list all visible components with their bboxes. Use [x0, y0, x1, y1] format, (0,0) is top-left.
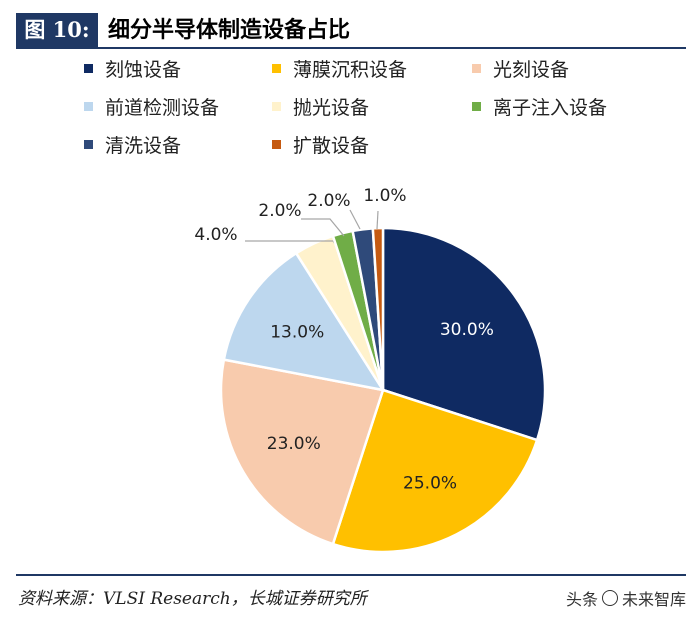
watermark-logo-icon — [601, 590, 618, 606]
watermark-prefix: 头条 — [565, 590, 598, 609]
legend-item: 前道检测设备 — [84, 94, 220, 119]
legend-item: 扩散设备 — [272, 132, 370, 157]
legend-item: 离子注入设备 — [472, 94, 608, 119]
watermark-name: 未来智库 — [621, 590, 686, 609]
source-note: 资料来源：VLSI Research，长城证券研究所 — [18, 589, 367, 609]
leader-line — [301, 218, 345, 237]
slice-value-label: 30.0% — [440, 320, 494, 340]
slice-value-label: 13.0% — [270, 323, 324, 343]
legend-item: 抛光设备 — [272, 94, 370, 119]
legend-item: 光刻设备 — [472, 56, 570, 81]
slice-value-label: 2.0% — [258, 201, 301, 221]
legend-swatch — [472, 63, 481, 73]
pie-slice — [371, 226, 385, 391]
watermark: 头条 未来智库 — [566, 586, 686, 610]
slice-value-label: 23.0% — [267, 434, 321, 454]
figure-title: 细分半导体制造设备占比 — [108, 17, 351, 43]
slice-value-label: 2.0% — [307, 191, 350, 211]
legend-item: 刻蚀设备 — [84, 56, 182, 81]
figure-label: 图 10: — [16, 13, 98, 47]
leader-line — [349, 209, 361, 230]
legend-label: 扩散设备 — [293, 134, 370, 157]
pie-slice — [381, 226, 547, 442]
legend-item: 薄膜沉积设备 — [272, 56, 408, 81]
legend-label: 离子注入设备 — [493, 96, 608, 119]
pie-slice — [219, 358, 385, 546]
legend-label: 刻蚀设备 — [105, 58, 182, 81]
slice-value-label: 1.0% — [363, 186, 406, 206]
legend-swatch — [472, 101, 481, 111]
legend-label: 清洗设备 — [105, 134, 182, 157]
figure-header: 图 10: 细分半导体制造设备占比 — [16, 13, 686, 49]
legend-swatch — [84, 63, 93, 73]
slice-value-label: 4.0% — [194, 225, 237, 245]
legend-item: 清洗设备 — [84, 132, 182, 157]
pie-slice — [222, 251, 386, 392]
legend-label: 薄膜沉积设备 — [293, 58, 408, 81]
legend-swatch — [84, 101, 93, 111]
legend-label: 前道检测设备 — [105, 96, 220, 119]
legend-swatch — [272, 139, 281, 149]
legend-label: 抛光设备 — [293, 96, 370, 119]
chart-legend: 刻蚀设备 薄膜沉积设备 光刻设备前道检测设备 抛光设备 离子注入设备清洗设备 扩散设备 — [68, 56, 628, 168]
legend-swatch — [272, 63, 281, 73]
legend-label: 光刻设备 — [493, 58, 570, 81]
slice-value-label: 25.0% — [403, 473, 457, 493]
source-divider — [16, 574, 686, 576]
leader-line — [376, 210, 379, 230]
legend-swatch — [272, 101, 281, 111]
pie-slice — [331, 388, 539, 554]
legend-swatch — [84, 139, 93, 149]
